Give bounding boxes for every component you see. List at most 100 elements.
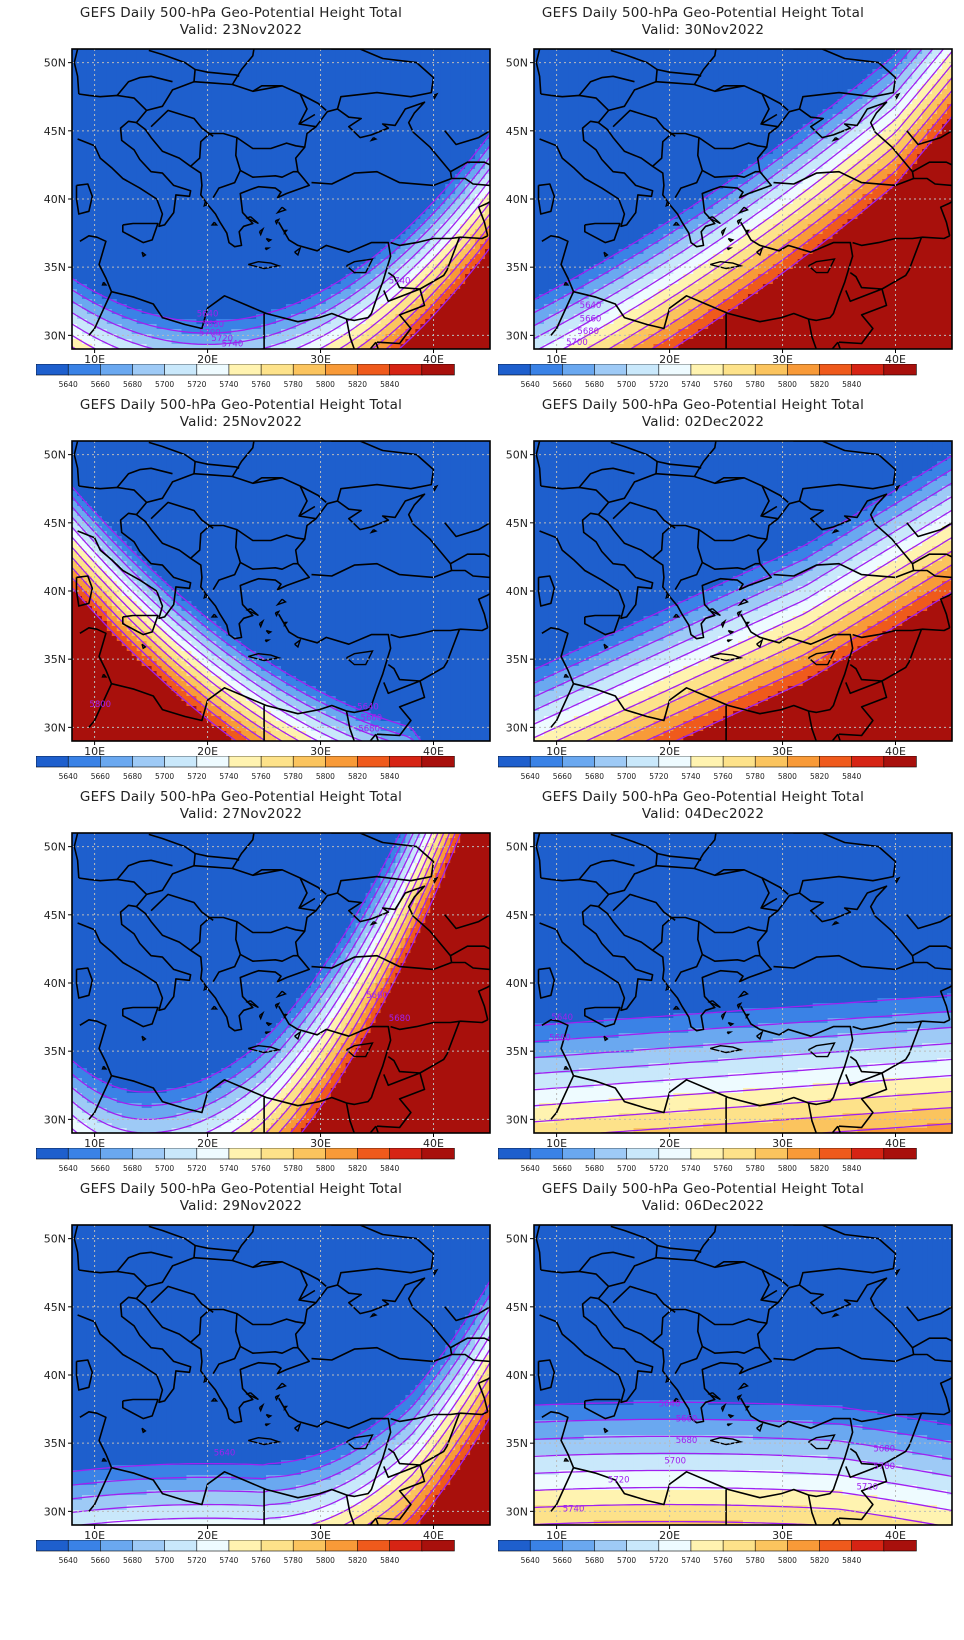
lat-tick-label: 40N	[44, 585, 66, 598]
coastline	[912, 553, 952, 565]
colorbar-swatch	[851, 1539, 885, 1552]
panel-valid-date: Valid: 23Nov2022	[0, 22, 482, 38]
coastline	[540, 1269, 610, 1287]
coastline	[597, 493, 915, 640]
island-outline	[707, 1392, 721, 1401]
colorbar-label: 5640	[521, 1556, 540, 1565]
island-outline	[294, 1422, 302, 1433]
panel-title: GEFS Daily 500-hPa Geo-Potential Height …	[462, 397, 944, 413]
height-map: 5640 5660 10E 20E 30E 40E 30N 35N 40N 45N 50N	[498, 831, 953, 1150]
coastline	[88, 683, 113, 728]
coastline	[330, 49, 435, 110]
coastline	[807, 1494, 839, 1525]
colorbar-swatch	[787, 1147, 821, 1160]
coastline	[150, 109, 214, 137]
colorbar-label: 5760	[714, 1164, 733, 1173]
colorbar-label: 5840	[380, 772, 399, 781]
island-outline	[203, 201, 209, 207]
coastline	[239, 561, 298, 570]
colorbar-label: 5780	[746, 1164, 765, 1173]
colorbar-label: 5800	[778, 1556, 797, 1565]
coastline	[79, 1005, 392, 1114]
colorbar-swatch	[658, 755, 692, 768]
island-outline	[665, 593, 671, 599]
coastline	[541, 1005, 854, 1114]
coastline	[698, 136, 767, 150]
island-outline	[265, 1413, 273, 1419]
coastline	[913, 177, 952, 187]
contour-line	[300, 833, 462, 1133]
colorbar: 5640 5660 5680 5700 5720 5740 5760 5780 5800 5820…	[35, 1539, 472, 1568]
forecast-panel: GEFS Daily 500-hPa Geo-Potential Height …	[462, 0, 953, 410]
colorbar-label: 5740	[219, 772, 238, 781]
island-outline	[141, 1035, 147, 1042]
colorbar-swatch	[260, 755, 295, 768]
coastline	[193, 1244, 240, 1258]
coastline	[714, 868, 745, 876]
coastline	[236, 136, 305, 150]
contour-label: 5700	[566, 338, 588, 348]
island-outline	[203, 593, 209, 599]
coastline	[78, 877, 148, 895]
coastline	[655, 1244, 702, 1258]
coastline	[148, 833, 196, 855]
island-outline	[346, 258, 374, 274]
contour-line	[72, 133, 490, 323]
colorbar-swatch	[421, 1147, 455, 1160]
contour-label: 5680	[577, 327, 599, 337]
coastline	[537, 183, 556, 215]
coastline	[939, 985, 952, 1020]
coastline	[330, 833, 435, 894]
forecast-panel: GEFS Daily 500-hPa Geo-Potential Height …	[0, 0, 491, 410]
coastline	[73, 441, 80, 487]
panel-title: GEFS Daily 500-hPa Geo-Potential Height …	[0, 397, 482, 413]
coastline	[330, 441, 435, 502]
island-outline	[294, 638, 302, 649]
colorbar-swatch	[100, 755, 134, 768]
colorbar-label: 5720	[649, 1164, 668, 1173]
island-outline	[248, 1044, 282, 1054]
colorbar-label: 5800	[778, 380, 797, 389]
coastline	[852, 1411, 951, 1423]
coastline	[477, 201, 490, 236]
colorbar-swatch	[196, 1539, 230, 1552]
panel-title: GEFS Daily 500-hPa Geo-Potential Height …	[0, 789, 482, 805]
coastline	[698, 920, 767, 934]
coastline	[612, 1285, 676, 1313]
colorbar-swatch	[819, 755, 853, 768]
island-outline	[736, 1002, 743, 1010]
coastline	[78, 1269, 148, 1287]
colorbar-label: 5640	[59, 380, 78, 389]
coastline	[77, 512, 192, 620]
colorbar-swatch	[421, 363, 455, 376]
colorbar-label: 5780	[746, 772, 765, 781]
coastline	[698, 528, 767, 542]
contour-line	[586, 64, 952, 349]
lat-tick-label: 35N	[44, 1045, 66, 1058]
island-outline	[756, 638, 764, 649]
colorbar-swatch	[754, 1539, 789, 1552]
lon-tick-label: 10E	[546, 745, 567, 758]
lat-tick-label: 40N	[506, 1369, 528, 1382]
colorbar-label: 5640	[59, 772, 78, 781]
coastline	[390, 1411, 489, 1423]
colorbar-swatch	[626, 1539, 660, 1552]
colorbar-swatch	[164, 1147, 198, 1160]
lat-tick-label: 40N	[506, 977, 528, 990]
colorbar-swatch	[132, 1539, 166, 1552]
colorbar-label: 5800	[316, 1556, 335, 1565]
island-outline	[727, 237, 735, 243]
coastline	[612, 501, 676, 529]
island-outline	[736, 218, 743, 226]
contour-line	[356, 213, 490, 349]
island-outline	[258, 618, 265, 629]
coastline	[190, 524, 242, 591]
contour-label: 5680	[676, 1436, 698, 1446]
colorbar-label: 5800	[778, 772, 797, 781]
colorbar-label: 5820	[810, 1556, 829, 1565]
coastline	[912, 1337, 952, 1349]
colorbar-swatch	[754, 755, 789, 768]
lon-tick-label: 20E	[197, 1529, 218, 1542]
